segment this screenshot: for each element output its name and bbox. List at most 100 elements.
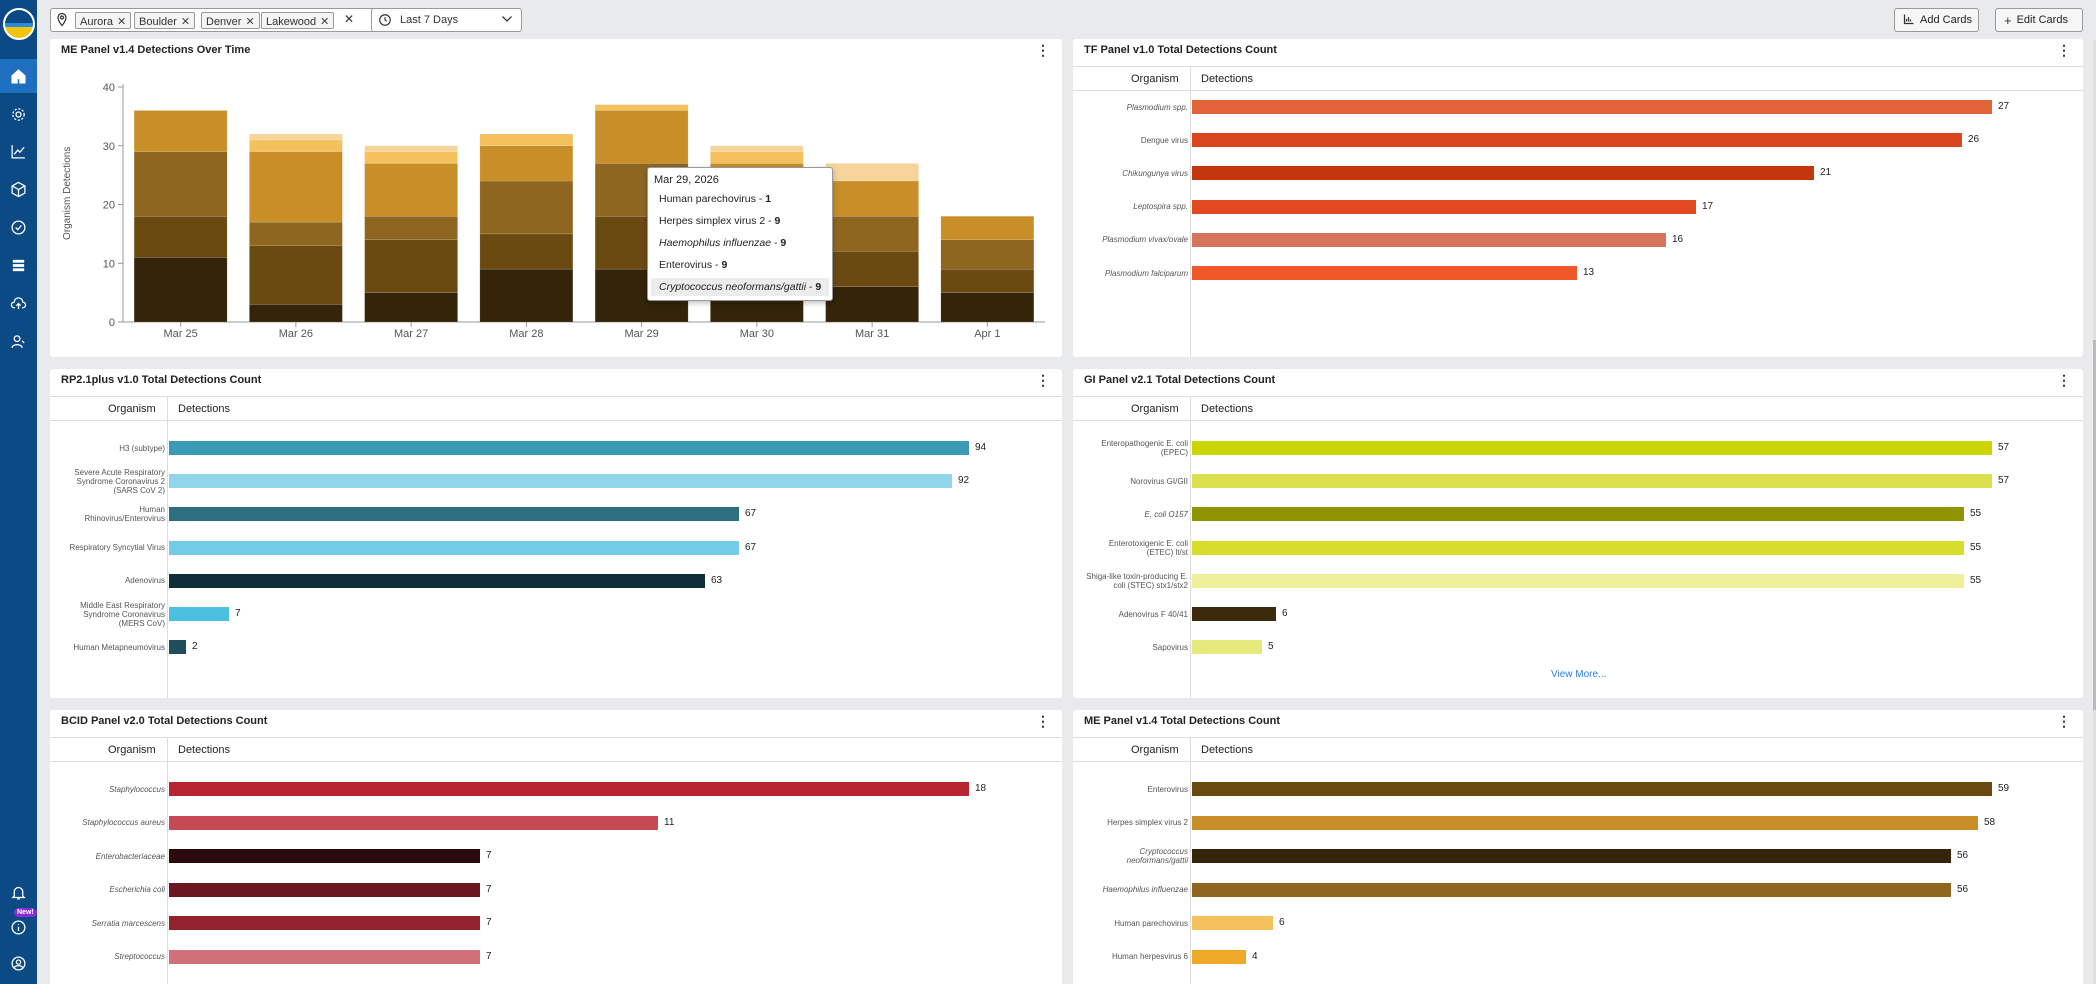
more-options-icon[interactable]: ⋮ <box>1036 42 1050 58</box>
detection-bar[interactable] <box>1192 573 1964 588</box>
date-range-select[interactable]: Last 7 Days <box>371 8 522 32</box>
chip-remove-icon[interactable]: ✕ <box>245 16 255 28</box>
clear-filters-icon[interactable]: ✕ <box>344 12 355 26</box>
cloud-upload-icon[interactable] <box>0 286 37 320</box>
add-chart-icon <box>1903 13 1915 28</box>
bar-value-label: 59 <box>1998 783 2010 794</box>
detection-bar[interactable] <box>169 507 739 522</box>
detection-bar[interactable] <box>1192 199 1696 214</box>
detection-bar[interactable] <box>169 474 952 489</box>
bar-value-label: 21 <box>1820 167 1832 179</box>
detection-bar[interactable] <box>1192 507 1964 522</box>
more-options-icon[interactable]: ⋮ <box>2057 42 2071 58</box>
location-filter[interactable]: Aurora ✕ Boulder ✕ Denver ✕ Lakewood ✕ ✕ <box>50 8 395 32</box>
home-icon[interactable] <box>0 59 37 93</box>
bell-icon[interactable] <box>0 875 37 909</box>
chip-remove-icon[interactable]: ✕ <box>180 16 191 28</box>
organism-label: Escherichia coli <box>109 885 165 894</box>
detection-bar[interactable] <box>169 640 186 655</box>
detection-bar[interactable] <box>169 607 229 621</box>
detection-bar[interactable] <box>169 949 480 964</box>
bar-value-label: 67 <box>745 508 757 520</box>
detection-bar[interactable] <box>1192 232 1666 247</box>
detection-bar[interactable] <box>169 882 480 897</box>
detection-bar[interactable] <box>1192 266 1577 280</box>
detection-bar[interactable] <box>1192 607 1276 621</box>
detection-bar[interactable] <box>169 916 480 930</box>
tooltip-item: Herpes simplex virus 2 - 9 <box>659 215 781 227</box>
organism-label: Respiratory Syncytial Virus <box>69 543 165 553</box>
bcid-detections-count-card: BCID Panel v2.0 Total Detections Count ⋮… <box>50 710 1062 984</box>
table-header: Organism Detections <box>50 737 1062 762</box>
package-box-icon[interactable] <box>0 172 37 206</box>
column-divider <box>1190 396 1191 698</box>
bar-value-label: 5 <box>1268 641 1274 653</box>
scrollbar-thumb[interactable] <box>2093 340 2096 710</box>
user-account-icon[interactable] <box>0 946 37 980</box>
more-options-icon[interactable]: ⋮ <box>1036 372 1050 388</box>
storage-stack-icon[interactable] <box>0 248 37 282</box>
detection-bar[interactable] <box>1192 133 1962 148</box>
organism-column-header: Organism <box>1131 403 1179 415</box>
detection-bar[interactable] <box>1192 640 1262 655</box>
users-icon[interactable] <box>0 324 37 358</box>
detection-bar[interactable] <box>169 441 969 455</box>
check-circle-icon[interactable] <box>0 210 37 244</box>
info-icon[interactable] <box>0 910 37 944</box>
detection-bar[interactable] <box>1192 540 1964 555</box>
detection-bar[interactable] <box>1192 474 1992 489</box>
bar-value-label: 7 <box>486 917 492 928</box>
chip-remove-icon[interactable]: ✕ <box>320 16 330 28</box>
bar-value-label: 55 <box>1970 541 1982 553</box>
page-scrollbar[interactable] <box>2093 40 2096 984</box>
organism-label: Haemophilus influenzae <box>1102 885 1188 894</box>
view-more-link[interactable]: View More... <box>1551 669 1607 680</box>
filter-chip-denver[interactable]: Denver ✕ <box>201 12 260 29</box>
table-header: Organism Detections <box>50 396 1062 421</box>
gi-detections-count-card: GI Panel v2.1 Total Detections Count ⋮ O… <box>1073 369 2083 698</box>
bar-value-label: 7 <box>486 850 492 861</box>
app-logo[interactable] <box>3 8 35 40</box>
organism-label: Human parechovirus <box>1114 918 1188 928</box>
detection-bar[interactable] <box>1192 166 1814 181</box>
settings-gear-icon[interactable] <box>0 97 37 131</box>
filter-chip-aurora[interactable]: Aurora ✕ <box>75 12 132 29</box>
more-options-icon[interactable]: ⋮ <box>2057 372 2071 388</box>
bar-value-label: 57 <box>1998 475 2010 487</box>
tooltip-item: Human parechovirus - 1 <box>659 193 772 205</box>
tooltip-item: Haemophilus influenzae - 9 <box>659 237 787 249</box>
bar-value-label: 26 <box>1968 134 1980 146</box>
more-options-icon[interactable]: ⋮ <box>2057 713 2071 729</box>
filter-chip-lakewood[interactable]: Lakewood ✕ <box>261 12 335 29</box>
detection-bar[interactable] <box>1192 949 1246 964</box>
organism-label: Human herpesvirus 6 <box>1111 952 1188 961</box>
detection-bar[interactable] <box>169 782 969 796</box>
tf-detections-count-card: TF Panel v1.0 Total Detections Count ⋮ O… <box>1073 39 2083 357</box>
bar-value-label: 58 <box>1984 816 1996 828</box>
detection-bar[interactable] <box>1192 882 1951 897</box>
organism-column-header: Organism <box>1131 73 1179 85</box>
detection-bar[interactable] <box>1192 815 1978 830</box>
detection-bar[interactable] <box>169 540 739 555</box>
bar-value-label: 94 <box>975 442 987 453</box>
detections-column-header: Detections <box>178 744 230 756</box>
more-options-icon[interactable]: ⋮ <box>1036 713 1050 729</box>
chip-remove-icon[interactable]: ✕ <box>117 16 127 28</box>
detection-bar[interactable] <box>1192 782 1992 796</box>
detection-bar[interactable] <box>169 815 658 830</box>
add-cards-button[interactable]: Add Cards <box>1894 8 1979 32</box>
analytics-chart-icon[interactable] <box>0 134 37 168</box>
detection-bar[interactable] <box>1192 916 1273 930</box>
detection-bar[interactable] <box>1192 849 1951 863</box>
detections-column-header: Detections <box>1201 744 1253 756</box>
detection-bar[interactable] <box>1192 100 1992 114</box>
organism-label: Streptococcus <box>114 952 165 961</box>
detection-bar[interactable] <box>169 573 705 588</box>
filter-chip-boulder[interactable]: Boulder ✕ <box>134 12 196 29</box>
edit-cards-button[interactable]: + Edit Cards <box>1995 8 2083 32</box>
organism-label: H3 (subtype) <box>119 443 165 453</box>
organism-label: Adenovirus <box>124 576 165 586</box>
detection-bar[interactable] <box>1192 441 1992 455</box>
detection-bar[interactable] <box>169 849 480 863</box>
organism-label: Serratia marcescens <box>91 918 165 928</box>
